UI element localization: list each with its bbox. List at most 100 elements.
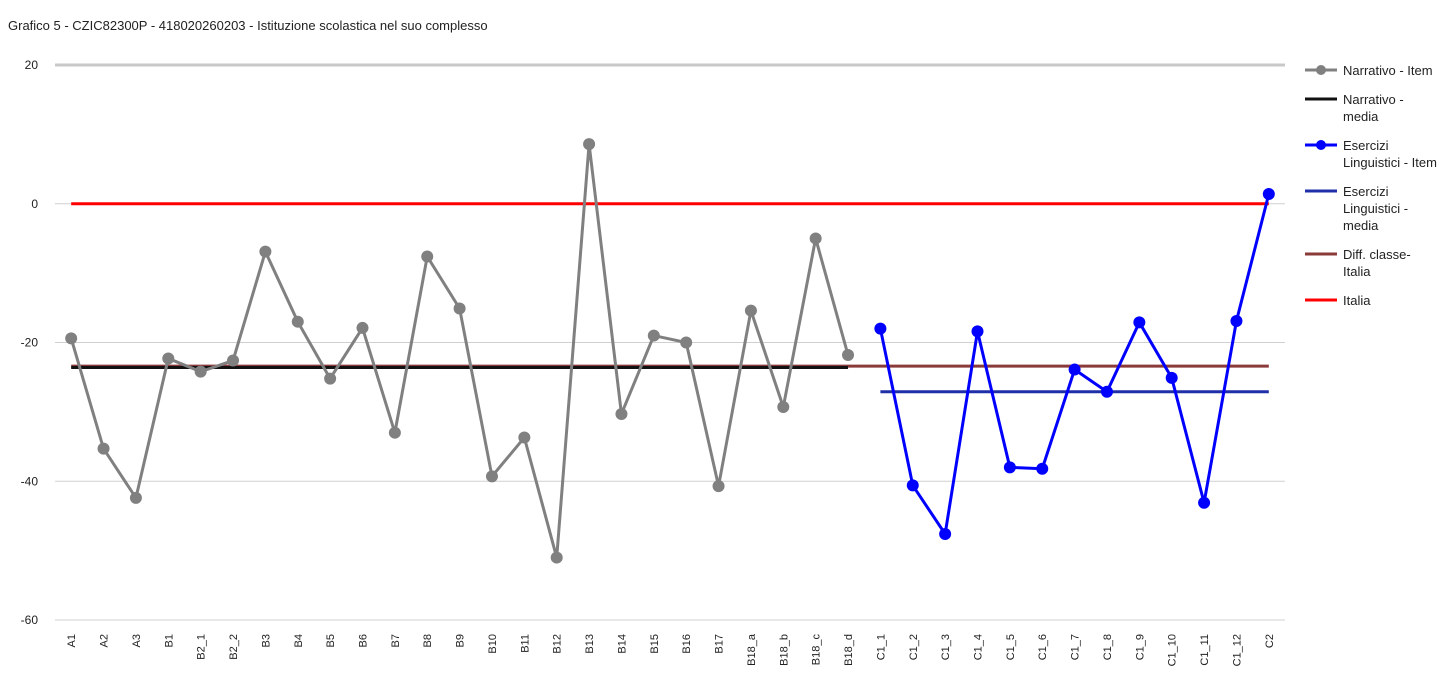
data-point xyxy=(1230,314,1243,327)
x-tick-label: B2_1 xyxy=(196,634,208,660)
legend-swatch xyxy=(1305,65,1337,75)
data-point xyxy=(939,527,952,540)
legend-swatch xyxy=(1305,252,1337,256)
data-point xyxy=(615,407,628,420)
data-point xyxy=(971,325,984,338)
data-point xyxy=(194,365,207,378)
x-tick-label: C1_4 xyxy=(973,634,985,660)
data-point xyxy=(65,332,78,345)
data-point xyxy=(1068,363,1081,376)
legend-item: Italia xyxy=(1305,292,1450,309)
data-point xyxy=(1133,316,1146,329)
legend-item: Narrativo - media xyxy=(1305,91,1450,125)
data-point xyxy=(227,354,240,367)
legend: Narrativo - Item Narrativo - media Eserciz… xyxy=(1305,62,1450,321)
chart: Grafico 5 - CZIC82300P - 418020260203 - … xyxy=(8,18,1285,666)
x-tick-label: B4 xyxy=(293,634,305,647)
x-tick-label: B7 xyxy=(390,634,402,647)
legend-label: Esercizi Linguistici - media xyxy=(1343,184,1409,233)
data-point xyxy=(874,322,887,335)
data-point xyxy=(647,329,660,342)
data-point xyxy=(291,315,304,328)
x-tick-label: B9 xyxy=(455,634,467,647)
x-tick-label: B6 xyxy=(358,634,370,647)
data-point xyxy=(583,138,596,151)
data-point xyxy=(1036,462,1049,475)
data-point xyxy=(453,302,466,315)
data-point xyxy=(777,401,790,414)
data-point xyxy=(1198,496,1211,509)
x-tick-label: B18_d xyxy=(843,634,855,666)
data-point xyxy=(744,304,757,317)
data-point xyxy=(1262,188,1275,201)
x-tick-label: B3 xyxy=(260,634,272,647)
legend-marker xyxy=(1316,140,1326,150)
data-point xyxy=(680,336,693,349)
data-point xyxy=(485,470,498,483)
x-tick-label: B17 xyxy=(714,634,726,654)
x-tick-label: C1_10 xyxy=(1167,634,1179,666)
x-tick-label: A2 xyxy=(99,634,111,647)
x-tick-label: C1_1 xyxy=(875,634,887,660)
data-point xyxy=(809,232,822,245)
legend-swatch xyxy=(1305,140,1337,150)
x-tick-label: C1_11 xyxy=(1199,634,1211,666)
legend-item: Esercizi Linguistici - media xyxy=(1305,183,1450,234)
data-point xyxy=(1003,461,1016,474)
x-tick-label: C1_8 xyxy=(1102,634,1114,660)
x-tick-label: B5 xyxy=(325,634,337,647)
data-point xyxy=(1165,371,1178,384)
y-tick-label: -20 xyxy=(21,336,39,350)
data-point xyxy=(550,551,563,564)
legend-swatch xyxy=(1305,189,1337,193)
legend-label: Narrativo - Item xyxy=(1343,63,1433,78)
data-point xyxy=(97,442,110,455)
x-tick-label: C1_9 xyxy=(1134,634,1146,660)
x-tick-label: B1 xyxy=(163,634,175,647)
legend-label: Italia xyxy=(1343,293,1371,308)
data-point xyxy=(842,348,855,361)
legend-swatch xyxy=(1305,97,1337,101)
x-tick-label: B18_b xyxy=(778,634,790,666)
x-tick-label: A1 xyxy=(66,634,78,647)
legend-marker xyxy=(1316,65,1326,75)
x-tick-label: C1_3 xyxy=(940,634,952,660)
y-tick-label: 20 xyxy=(25,58,39,72)
x-tick-label: B16 xyxy=(681,634,693,654)
x-tick-label: C1_12 xyxy=(1231,634,1243,666)
x-tick-label: B13 xyxy=(584,634,596,654)
x-tick-label: B2_2 xyxy=(228,634,240,660)
x-tick-label: C1_7 xyxy=(1070,634,1082,660)
x-tick-label: B11 xyxy=(519,634,531,653)
legend-item: Narrativo - Item xyxy=(1305,62,1450,79)
chart-title: Grafico 5 - CZIC82300P - 418020260203 - … xyxy=(8,18,488,33)
x-tick-label: B10 xyxy=(487,634,499,654)
x-tick-label: C1_6 xyxy=(1037,634,1049,660)
data-point xyxy=(1100,385,1113,398)
y-tick-label: -40 xyxy=(21,474,39,488)
legend-label: Narrativo - media xyxy=(1343,92,1404,124)
x-tick-label: C2 xyxy=(1264,634,1276,648)
x-tick-label: B15 xyxy=(649,634,661,654)
data-point xyxy=(324,372,337,385)
data-point xyxy=(518,431,531,444)
x-tick-label: B8 xyxy=(422,634,434,647)
legend-label: Diff. classe-Italia xyxy=(1343,247,1411,279)
legend-item: Esercizi Linguistici - Item xyxy=(1305,137,1450,171)
x-tick-label: C1_5 xyxy=(1005,634,1017,660)
x-tick-label: C1_2 xyxy=(908,634,920,660)
legend-item: Diff. classe-Italia xyxy=(1305,246,1450,280)
x-tick-label: B14 xyxy=(616,634,628,654)
data-point xyxy=(356,321,369,334)
data-point xyxy=(421,250,434,263)
data-point xyxy=(712,480,725,493)
legend-label: Esercizi Linguistici - Item xyxy=(1343,138,1437,170)
data-point xyxy=(906,479,919,492)
y-tick-label: -60 xyxy=(21,613,39,627)
y-tick-label: 0 xyxy=(31,197,38,211)
legend-swatch xyxy=(1305,298,1337,302)
data-point xyxy=(259,245,272,258)
series-line xyxy=(69,143,850,558)
data-point xyxy=(388,426,401,439)
